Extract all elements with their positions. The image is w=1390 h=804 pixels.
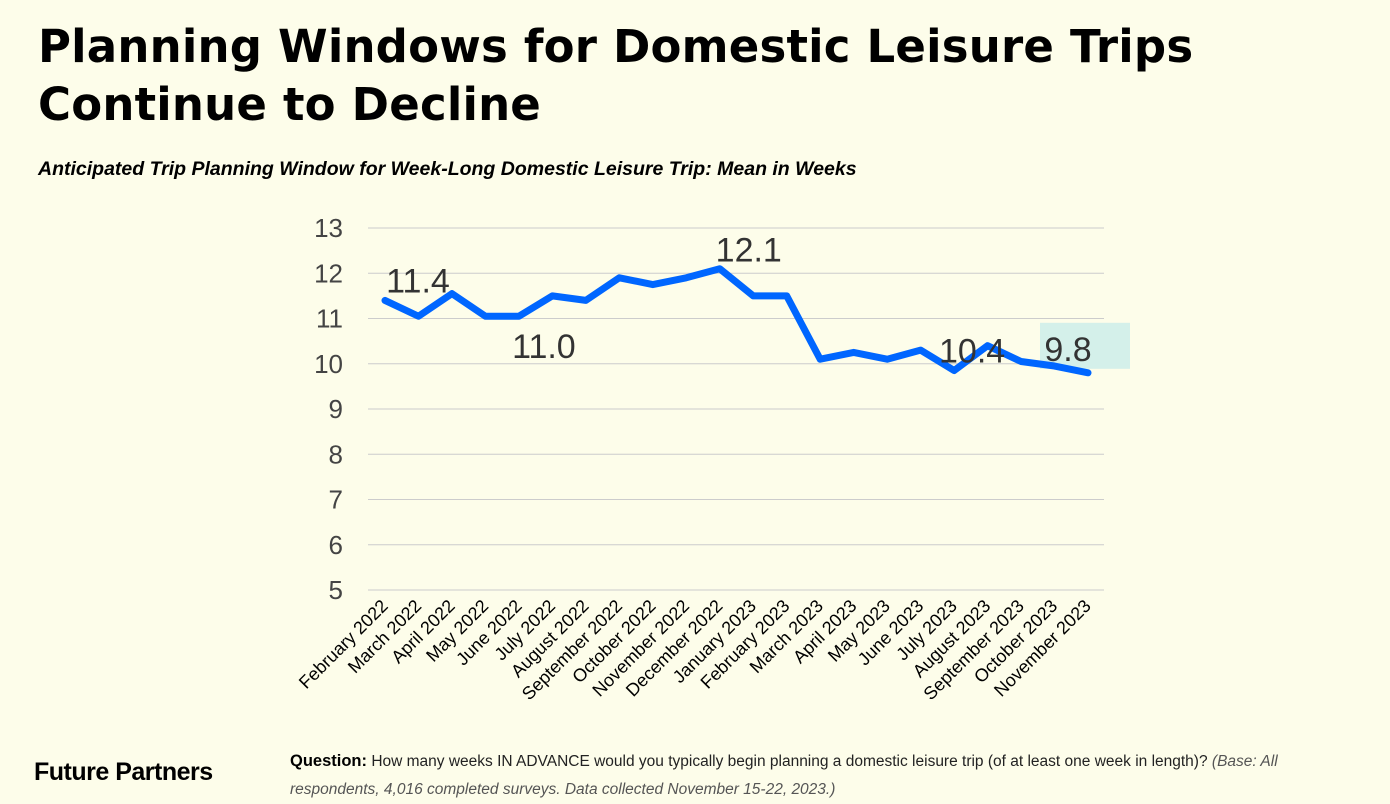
y-tick-label: 8 — [329, 439, 343, 469]
y-tick-label: 7 — [329, 485, 343, 515]
y-axis-ticks: 5 6 7 8 9 10 11 12 13 — [314, 213, 343, 605]
data-label: 12.1 — [716, 232, 782, 270]
data-label: 9.8 — [1044, 331, 1091, 369]
y-tick-label: 9 — [329, 394, 343, 424]
y-tick-label: 6 — [329, 530, 343, 560]
footnote-label: Question: — [290, 752, 367, 770]
y-tick-label: 11 — [316, 304, 343, 334]
y-tick-label: 10 — [314, 349, 343, 379]
data-label: 11.0 — [512, 328, 576, 366]
data-label: 10.4 — [939, 333, 1005, 371]
y-tick-label: 12 — [314, 258, 343, 288]
y-tick-label: 13 — [314, 213, 343, 243]
brand-logo-text: Future Partners — [34, 758, 213, 787]
footnote: Question: How many weeks IN ADVANCE woul… — [290, 747, 1370, 804]
y-tick-label: 5 — [329, 575, 343, 605]
data-labels: 11.4 11.0 12.1 10.4 9.8 — [386, 232, 1091, 371]
footnote-question: How many weeks IN ADVANCE would you typi… — [371, 753, 1207, 770]
data-label: 11.4 — [386, 262, 450, 300]
